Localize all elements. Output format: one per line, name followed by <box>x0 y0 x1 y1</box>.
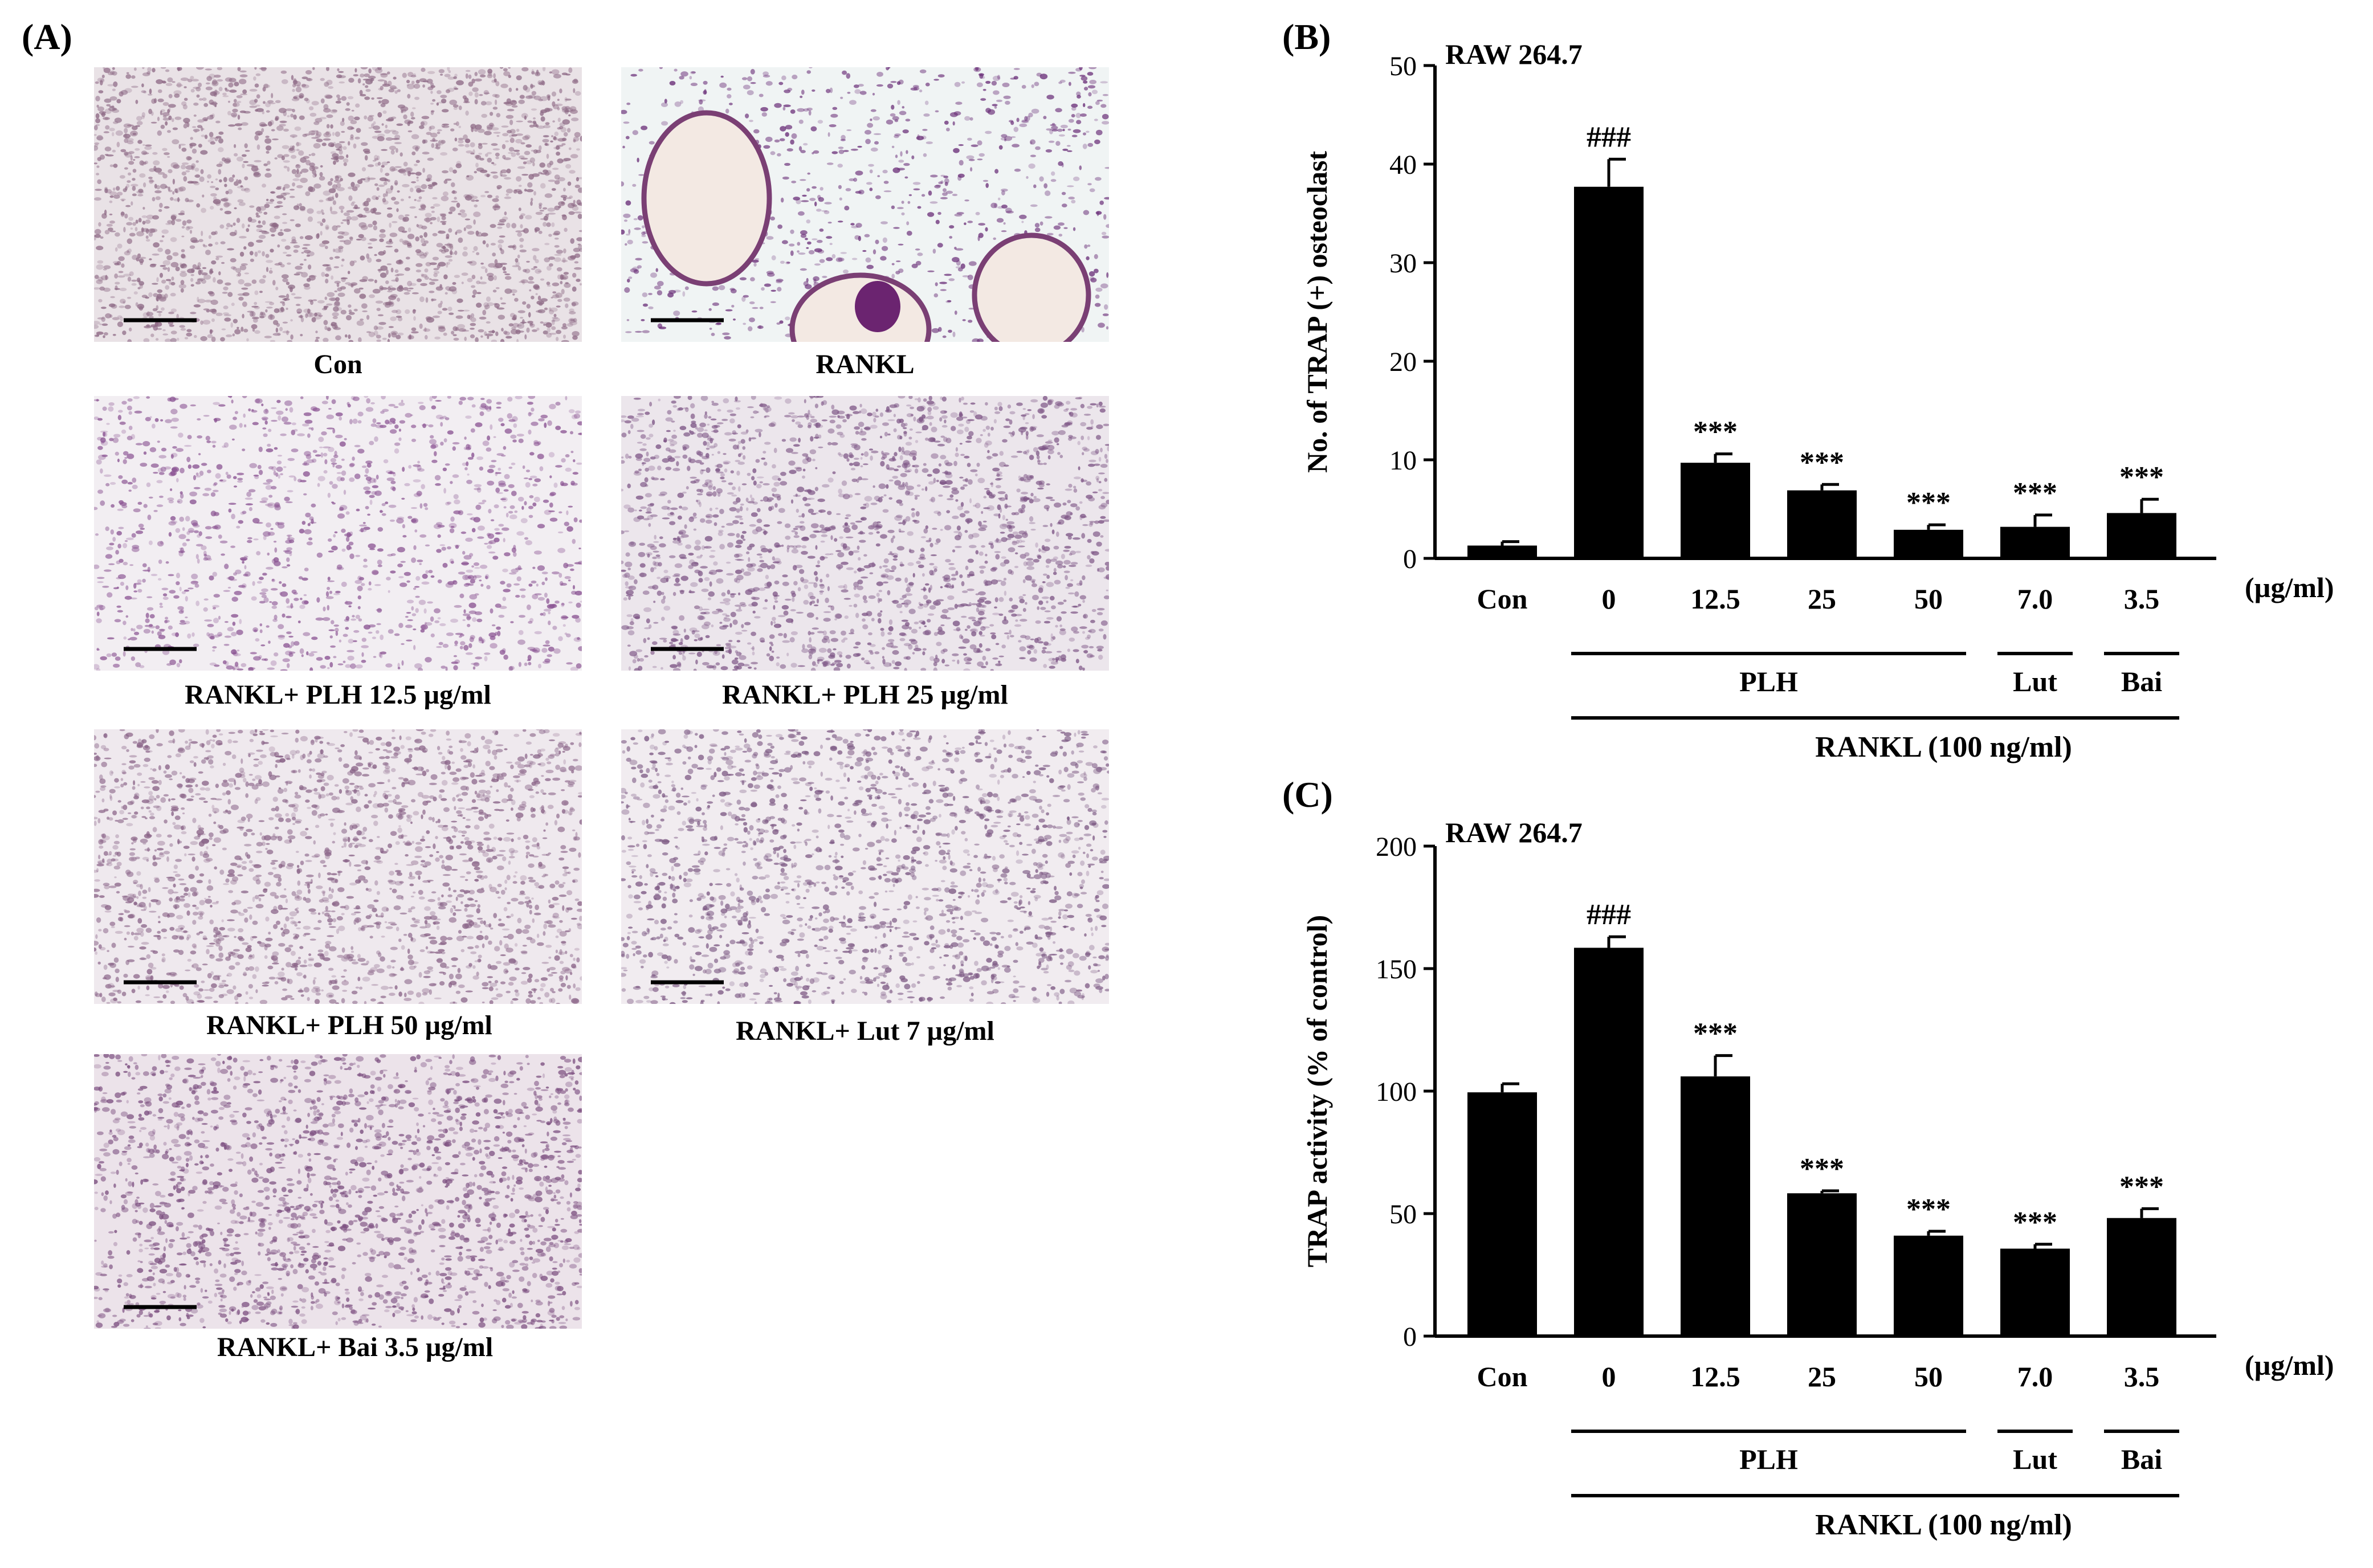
significance-label: ### <box>1587 899 1631 931</box>
significance-label: *** <box>2013 1206 2057 1239</box>
significance-label: *** <box>1693 1018 1738 1050</box>
panel-b-letter: (B) <box>1282 17 1331 57</box>
bar <box>1787 490 1857 558</box>
category-label: 3.5 <box>2124 583 2160 615</box>
category-label: 50 <box>1914 1361 1943 1393</box>
significance-label: *** <box>2119 1170 2164 1203</box>
y-tick-label: 0 <box>1403 1322 1417 1352</box>
micrograph-image <box>621 729 1109 1004</box>
y-tick-label: 20 <box>1389 347 1417 377</box>
category-label: 12.5 <box>1690 1361 1740 1393</box>
micrograph-caption: RANKL+ Bai 3.5 µg/ml <box>217 1332 494 1362</box>
y-tick-label: 200 <box>1376 832 1417 862</box>
bar <box>1467 1092 1537 1336</box>
micrograph-image <box>621 67 1109 342</box>
significance-label: *** <box>1800 446 1844 479</box>
panel-a-letter: (A) <box>22 17 72 57</box>
group-label: PLH <box>1739 665 1798 697</box>
y-axis-label: No. of TRAP (+) osteoclast <box>1301 151 1333 473</box>
micrograph-caption: RANKL+ PLH 25 µg/ml <box>722 680 1008 710</box>
micrograph-plh-25 <box>621 396 1109 671</box>
micrograph-caption: RANKL+ Lut 7 µg/ml <box>736 1016 994 1046</box>
category-label: Con <box>1477 583 1528 615</box>
y-tick-label: 100 <box>1376 1077 1417 1107</box>
group-label: Bai <box>2121 665 2162 697</box>
bar <box>1467 545 1537 558</box>
micrograph-con <box>94 67 582 342</box>
micrograph-caption: RANKL+ PLH 50 µg/ml <box>206 1010 492 1040</box>
group-label: PLH <box>1739 1443 1798 1475</box>
micrograph-plh-12-5 <box>94 396 582 671</box>
treatment-label: RANKL (100 ng/ml) <box>1815 731 2072 763</box>
y-tick-label: 30 <box>1389 248 1417 279</box>
significance-label: *** <box>1693 416 1738 448</box>
category-label: 7.0 <box>2017 583 2053 615</box>
category-label: Con <box>1477 1361 1528 1393</box>
category-label: 3.5 <box>2124 1361 2160 1393</box>
micrograph-image <box>94 729 582 1004</box>
treatment-label: RANKL (100 ng/ml) <box>1815 1509 2072 1541</box>
y-tick-label: 0 <box>1403 544 1417 574</box>
micrograph-caption: RANKL+ PLH 12.5 µg/ml <box>185 680 491 710</box>
group-label: Lut <box>2013 665 2057 697</box>
bar <box>1681 1076 1750 1336</box>
micrograph-caption: RANKL <box>816 349 915 379</box>
chart-title: RAW 264.7 <box>1445 38 1583 70</box>
micrograph-bai-3-5 <box>94 1054 582 1329</box>
y-tick-label: 150 <box>1376 954 1417 985</box>
significance-label: *** <box>2119 461 2164 493</box>
micrograph-image <box>94 67 582 342</box>
significance-label: ### <box>1587 121 1631 153</box>
micrograph-rankl <box>621 67 1109 342</box>
bar <box>2107 513 2176 558</box>
bar <box>2000 1248 2070 1336</box>
micrograph-image <box>94 1054 582 1329</box>
micrograph-caption: Con <box>313 349 362 379</box>
unit-label: (µg/ml) <box>2245 571 2334 603</box>
bar <box>1681 463 1750 558</box>
unit-label: (µg/ml) <box>2245 1349 2334 1381</box>
bar <box>1787 1193 1857 1336</box>
bar <box>1894 1235 1963 1336</box>
bar <box>1574 186 1644 558</box>
y-tick-label: 50 <box>1389 51 1417 81</box>
y-axis-label: TRAP activity (% of control) <box>1301 915 1333 1267</box>
bar <box>1894 529 1963 558</box>
bar <box>2107 1218 2176 1336</box>
micrograph-lut-7 <box>621 729 1109 1004</box>
category-label: 25 <box>1808 1361 1836 1393</box>
y-tick-label: 50 <box>1389 1199 1417 1230</box>
category-label: 0 <box>1602 1361 1616 1393</box>
panel-c-letter: (C) <box>1282 774 1333 815</box>
bar <box>1574 948 1644 1336</box>
significance-label: *** <box>1800 1153 1844 1185</box>
category-label: 7.0 <box>2017 1361 2053 1393</box>
category-label: 50 <box>1914 583 1943 615</box>
y-tick-label: 40 <box>1389 150 1417 180</box>
bar <box>2000 526 2070 558</box>
chart-title: RAW 264.7 <box>1445 816 1583 848</box>
category-label: 0 <box>1602 583 1616 615</box>
category-label: 12.5 <box>1690 583 1740 615</box>
category-label: 25 <box>1808 583 1836 615</box>
y-tick-label: 10 <box>1389 446 1417 476</box>
significance-label: *** <box>2013 477 2057 509</box>
micrograph-plh-50 <box>94 729 582 1004</box>
micrograph-image <box>94 396 582 671</box>
micrograph-image <box>621 396 1109 671</box>
significance-label: *** <box>1906 1193 1951 1226</box>
group-label: Bai <box>2121 1443 2162 1475</box>
significance-label: *** <box>1906 487 1951 519</box>
group-label: Lut <box>2013 1443 2057 1475</box>
